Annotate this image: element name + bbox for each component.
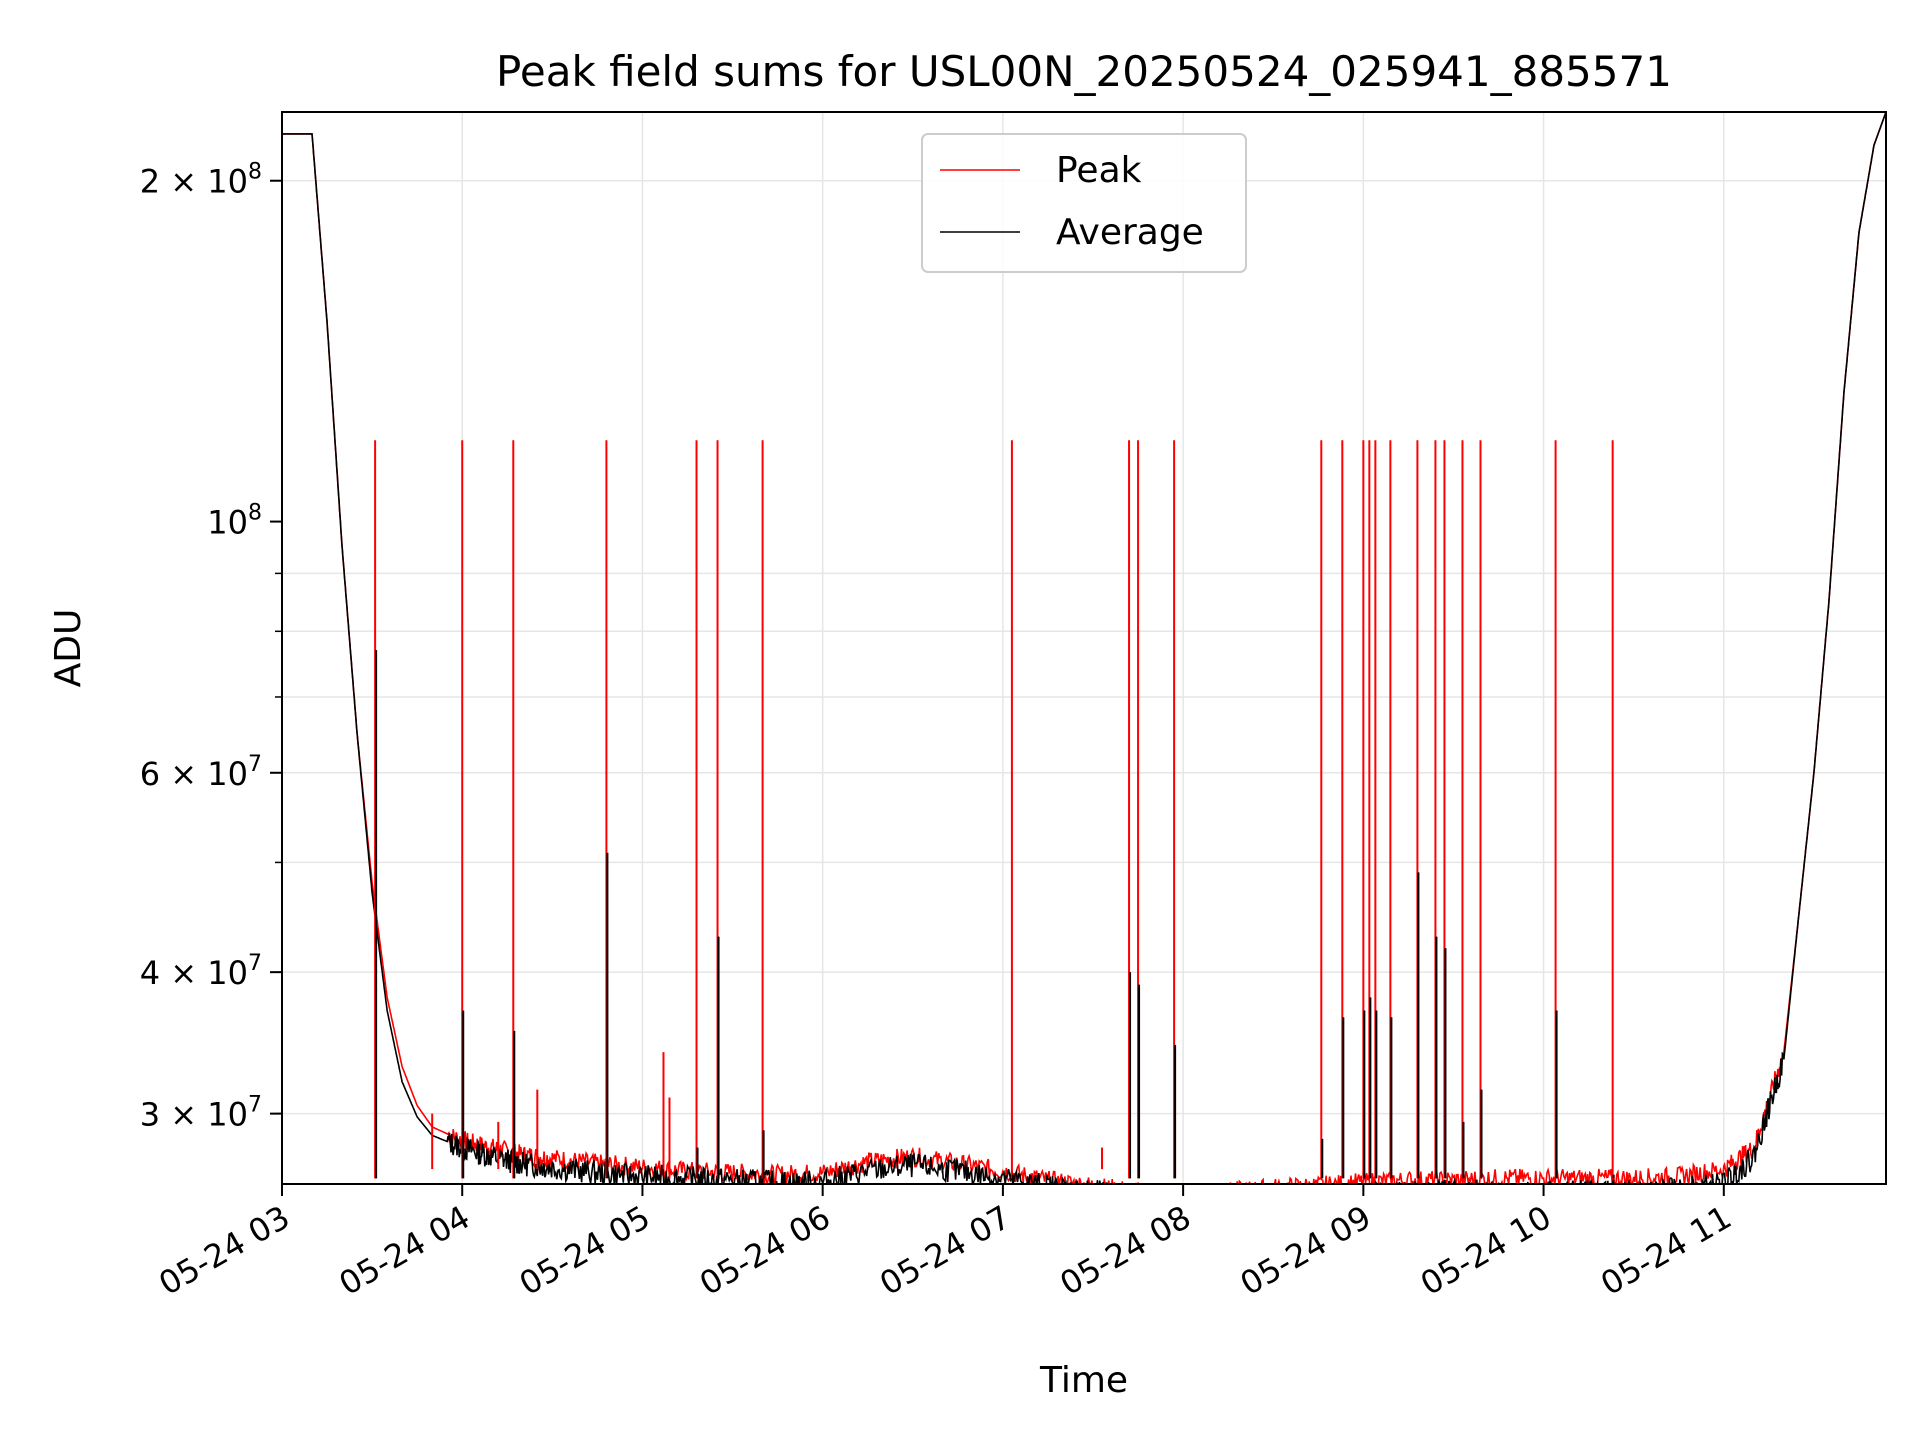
legend: Peak Average [921,133,1247,273]
legend-label-peak: Peak [1056,150,1142,191]
y-axis-label: ADU [48,609,89,688]
plot-area [282,112,1886,1184]
y-tick-exponent: 8 [248,501,262,526]
y-tick-exponent: 7 [248,752,262,777]
y-tick-exponent: 8 [248,160,262,185]
series-layer [282,112,1886,1184]
series-line-peak [282,112,1886,1184]
plot-frame [281,111,1887,1185]
chart-title: Peak field sums for USL00N_20250524_0259… [496,47,1672,96]
y-tick-label: 4 × 107 [140,951,262,992]
series-line-average [282,112,1886,1184]
y-tick-exponent: 7 [248,1093,262,1118]
legend-box [921,133,1247,273]
y-tick-label: 6 × 107 [140,752,262,793]
x-axis-label: Time [1039,1360,1128,1401]
y-tick-exponent: 7 [248,951,262,976]
y-tick-label: 3 × 107 [140,1093,262,1134]
legend-label-average: Average [1056,212,1204,253]
y-tick-label: 2 × 108 [140,160,262,201]
